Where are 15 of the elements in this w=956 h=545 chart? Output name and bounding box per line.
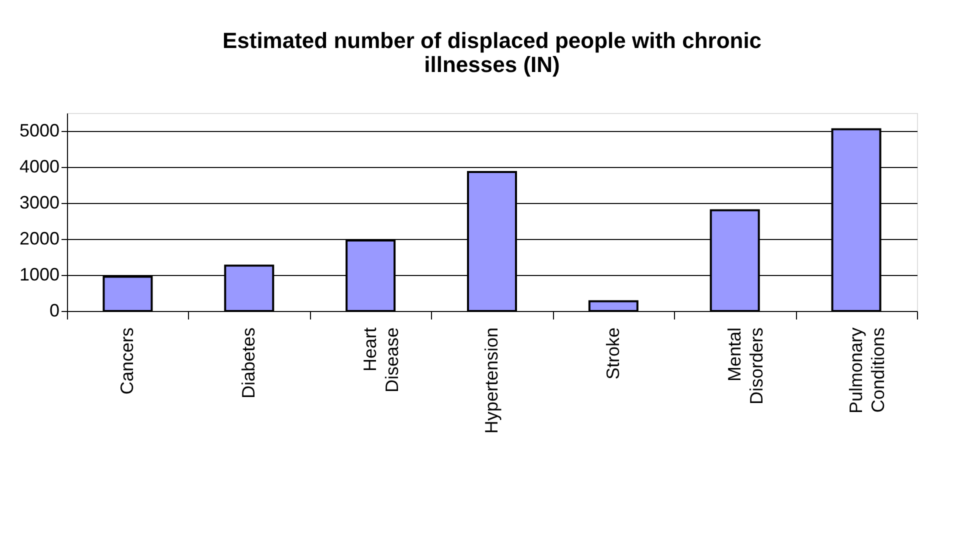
y-tick-label: 3000 [19,192,60,212]
y-tick-label: 0 [49,300,60,320]
x-tick-label: Stroke [602,328,623,380]
x-tick-label: Pulmonary Conditions [846,328,888,414]
y-tick-label: 4000 [19,156,60,176]
x-tick-label: Hypertension [482,328,502,434]
x-tick-label: Cancers [117,328,138,395]
chart-title: Estimated number of displaced people with chronic illnesses (IN) [222,28,762,77]
y-tick-label: 2000 [19,228,60,248]
x-tick-label: Diabetes [238,328,259,399]
x-tick-label: Heart Disease [360,328,402,393]
y-tick-label: 5000 [19,120,60,140]
bar [588,300,638,312]
y-tick-label: 1000 [19,264,60,284]
x-tick-label: Mental Disorders [724,328,766,405]
